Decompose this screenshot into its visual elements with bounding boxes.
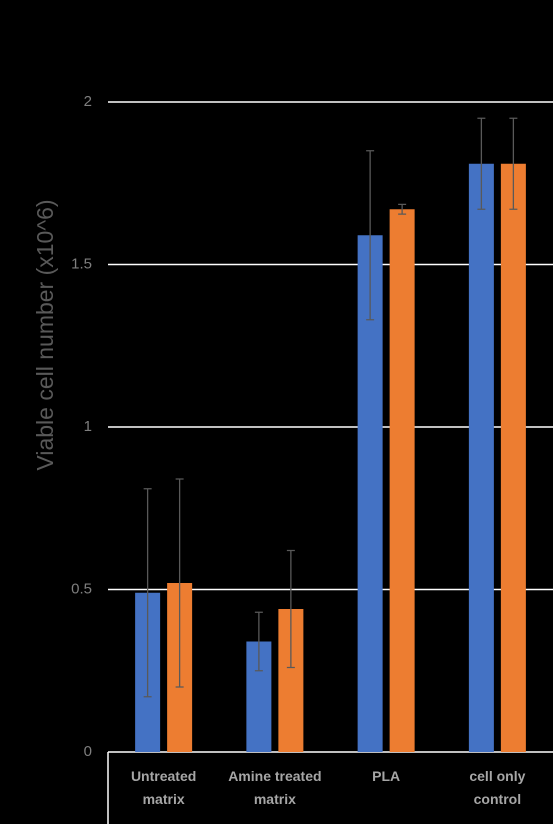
error-bar: [398, 203, 407, 215]
y-tick-label: 1.5: [71, 255, 92, 272]
error-bar: [286, 549, 295, 669]
error-bar: [254, 611, 263, 672]
y-axis-label: Viable cell number (x10^6): [32, 199, 58, 470]
bar: [389, 209, 415, 752]
error-bar: [477, 117, 486, 210]
error-bar: [143, 488, 152, 698]
error-bar: [509, 117, 518, 210]
y-tick-label: 0.5: [71, 580, 92, 597]
bar: [468, 163, 494, 752]
x-tick-label: PLA: [372, 768, 401, 784]
error-bar: [366, 150, 375, 321]
error-bar: [175, 478, 184, 688]
x-tick-label: Amine treated matrix: [228, 768, 322, 807]
y-tick-label: 0: [84, 743, 92, 760]
y-tick-label: 1: [84, 418, 92, 435]
bar: [357, 235, 383, 752]
x-tick-label: cell only control: [469, 768, 526, 807]
x-tick-label: Untreated matrix: [130, 768, 197, 807]
bar: [500, 163, 526, 752]
y-tick-label: 2: [84, 93, 92, 110]
